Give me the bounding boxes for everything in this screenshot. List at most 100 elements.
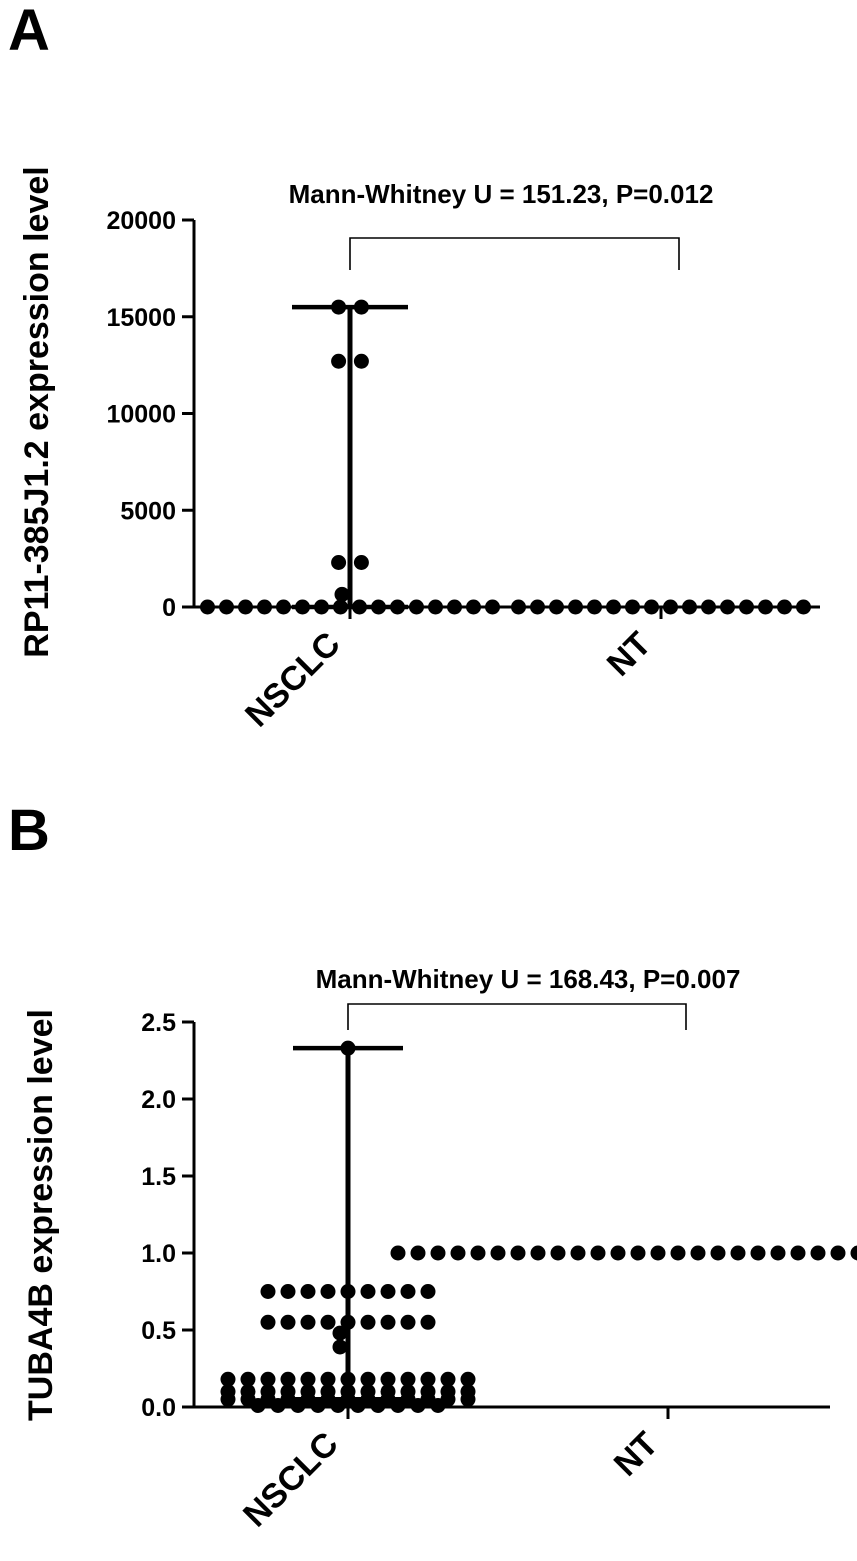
panel-a-nsclc-data-point [447,599,462,615]
panel-b-nsclc-data-point [270,1397,286,1413]
panel-b-nsclc-data-point [370,1397,386,1413]
panel-b-nsclc-data-point [380,1371,396,1387]
panel-b: B TUBA4B expression level Mann-Whitney U… [8,798,857,1534]
panel-b-nsclc-data-point [410,1397,426,1413]
panel-a-nt-data-point [606,599,621,615]
panel-b-nt-data-point [430,1245,446,1261]
panel-a-nsclc-data-point [352,599,367,615]
panel-b-nt-data-point [650,1245,666,1261]
panel-a-nt-data-point [663,599,678,615]
panel-a-nsclc-data-point [334,586,350,602]
panel-a-letter: A [8,0,50,63]
panel-b-nsclc-data-point [420,1371,436,1387]
panel-a-nt-data-point [644,599,659,615]
panel-a-nt-data-point [568,599,583,615]
panel-b-nsclc-data-point [280,1284,296,1299]
panel-a-nsclc-data-point [353,353,369,369]
panel-b-nsclc-data-point [360,1371,376,1387]
panel-b-nsclc-data-point [320,1371,336,1387]
panel-b-y-tick-label: 1.0 [141,1240,176,1268]
panel-b-nsclc-data-point [330,1397,346,1413]
panel-a-nsclc-data-point [200,599,215,615]
panel-b-nsclc-data-point [220,1371,236,1387]
panel-b-nt-data-point [790,1245,806,1261]
panel-b-nt-data-point [610,1245,626,1261]
panel-b-nt-data-point [770,1245,786,1261]
panel-b-nsclc-data-point [332,1325,348,1341]
panel-a-y-tick-label: 20000 [106,207,176,235]
panel-b-nsclc-data-point [300,1314,316,1330]
panel-a-nsclc-data-point [314,599,329,615]
panel-b-letter: B [8,798,50,863]
panel-a-nsclc-data-point [353,554,369,570]
panel-b-nsclc-data-point [380,1314,396,1330]
panel-b-nsclc-data-point [280,1314,296,1330]
panel-a-nt-data-point [739,599,754,615]
panel-b-nsclc-data-point [350,1397,366,1413]
panel-a-nsclc-data-point [219,599,234,615]
panel-a-nsclc-data-point [333,599,348,615]
panel-b-nsclc-data-point [300,1371,316,1387]
panel-a-nt-data-point [796,599,811,615]
panel-b-y-tick-label: 2.0 [141,1086,176,1114]
panel-a-nsclc-data-point [466,599,481,615]
panel-a-category-label-nsclc: NSCLC [238,625,348,735]
panel-b-nt-data-point [810,1245,826,1261]
panel-b-y-tick-label: 0.0 [141,1394,176,1422]
panel-b-nsclc-data-point [340,1371,356,1387]
panel-b-nsclc-data-point [430,1397,446,1413]
panel-a-nt-data-point [530,599,545,615]
panel-a-nsclc-data-point [428,599,443,615]
panel-b-nsclc-data-point [400,1371,416,1387]
panel-a-nsclc-data-point [485,599,500,615]
panel-b-nsclc-data-point [420,1314,436,1330]
panel-a-significance-bracket [349,237,680,270]
panel-b-category-label-nt: NT [607,1425,666,1484]
panel-b-nt-data-point [690,1245,706,1261]
panel-b-nt-data-point [390,1245,406,1261]
panel-b-nsclc-data-point [360,1314,376,1330]
panel-a-y-tick-label: 15000 [106,304,176,332]
panel-b-nsclc-data-point [400,1284,416,1299]
panel-a-nsclc-data-point [331,299,347,315]
panel-b-nt-data-point [830,1245,846,1261]
panel-b-nt-data-point [470,1245,486,1261]
panel-a-category-label-nt: NT [600,625,659,684]
panel-b-nt-data-point [590,1245,606,1261]
panel-b-y-tick-label: 2.5 [141,1009,176,1037]
panel-b-nsclc-data-point [420,1284,436,1299]
panel-b-nt-data-point [630,1245,646,1261]
panel-b-nsclc-data-point [460,1371,476,1387]
panel-a-nsclc-data-point [331,353,347,369]
panel-b-nsclc-data-point [240,1371,256,1387]
panel-b-nsclc-data-point [340,1284,356,1299]
panel-b-nt-data-point [530,1245,546,1261]
panel-a-nt-data-point [720,599,735,615]
panel-b-nt-data-point [670,1245,686,1261]
panel-a-nsclc-data-point [331,554,347,570]
panel-a-nt-data-point [758,599,773,615]
panel-b-nsclc-data-point [260,1314,276,1330]
panel-b-nsclc-data-point [320,1314,336,1330]
panel-b-nt-data-point [730,1245,746,1261]
panel-a-nsclc-data-point [409,599,424,615]
panel-b-category-label-nsclc: NSCLC [236,1425,346,1535]
panel-a-nt-data-point [777,599,792,615]
panel-b-nsclc-data-point [320,1284,336,1299]
panel-a-nt-data-point [625,599,640,615]
panel-a-y-tick-label: 10000 [106,401,176,429]
panel-b-nsclc-data-point [250,1397,266,1413]
panel-b-y-tick-label: 0.5 [141,1317,176,1345]
panel-b-nsclc-data-point [260,1284,276,1299]
panel-b-nsclc-data-point [380,1284,396,1299]
panel-a-stat-annotation: Mann-Whitney U = 151.23, P=0.012 [289,179,714,209]
panel-b-nsclc-data-point [280,1371,296,1387]
panel-b-stat-annotation: Mann-Whitney U = 168.43, P=0.007 [316,964,741,994]
panel-b-nt-data-point [450,1245,466,1261]
panel-b-nsclc-data-point [332,1339,348,1355]
panel-b-nt-data-point [410,1245,426,1261]
panel-a-y-tick-label: 5000 [120,497,176,525]
panel-b-nt-data-point [750,1245,766,1261]
panel-a-y-axis-label: RP11-385J1.2 expression level [18,166,56,657]
